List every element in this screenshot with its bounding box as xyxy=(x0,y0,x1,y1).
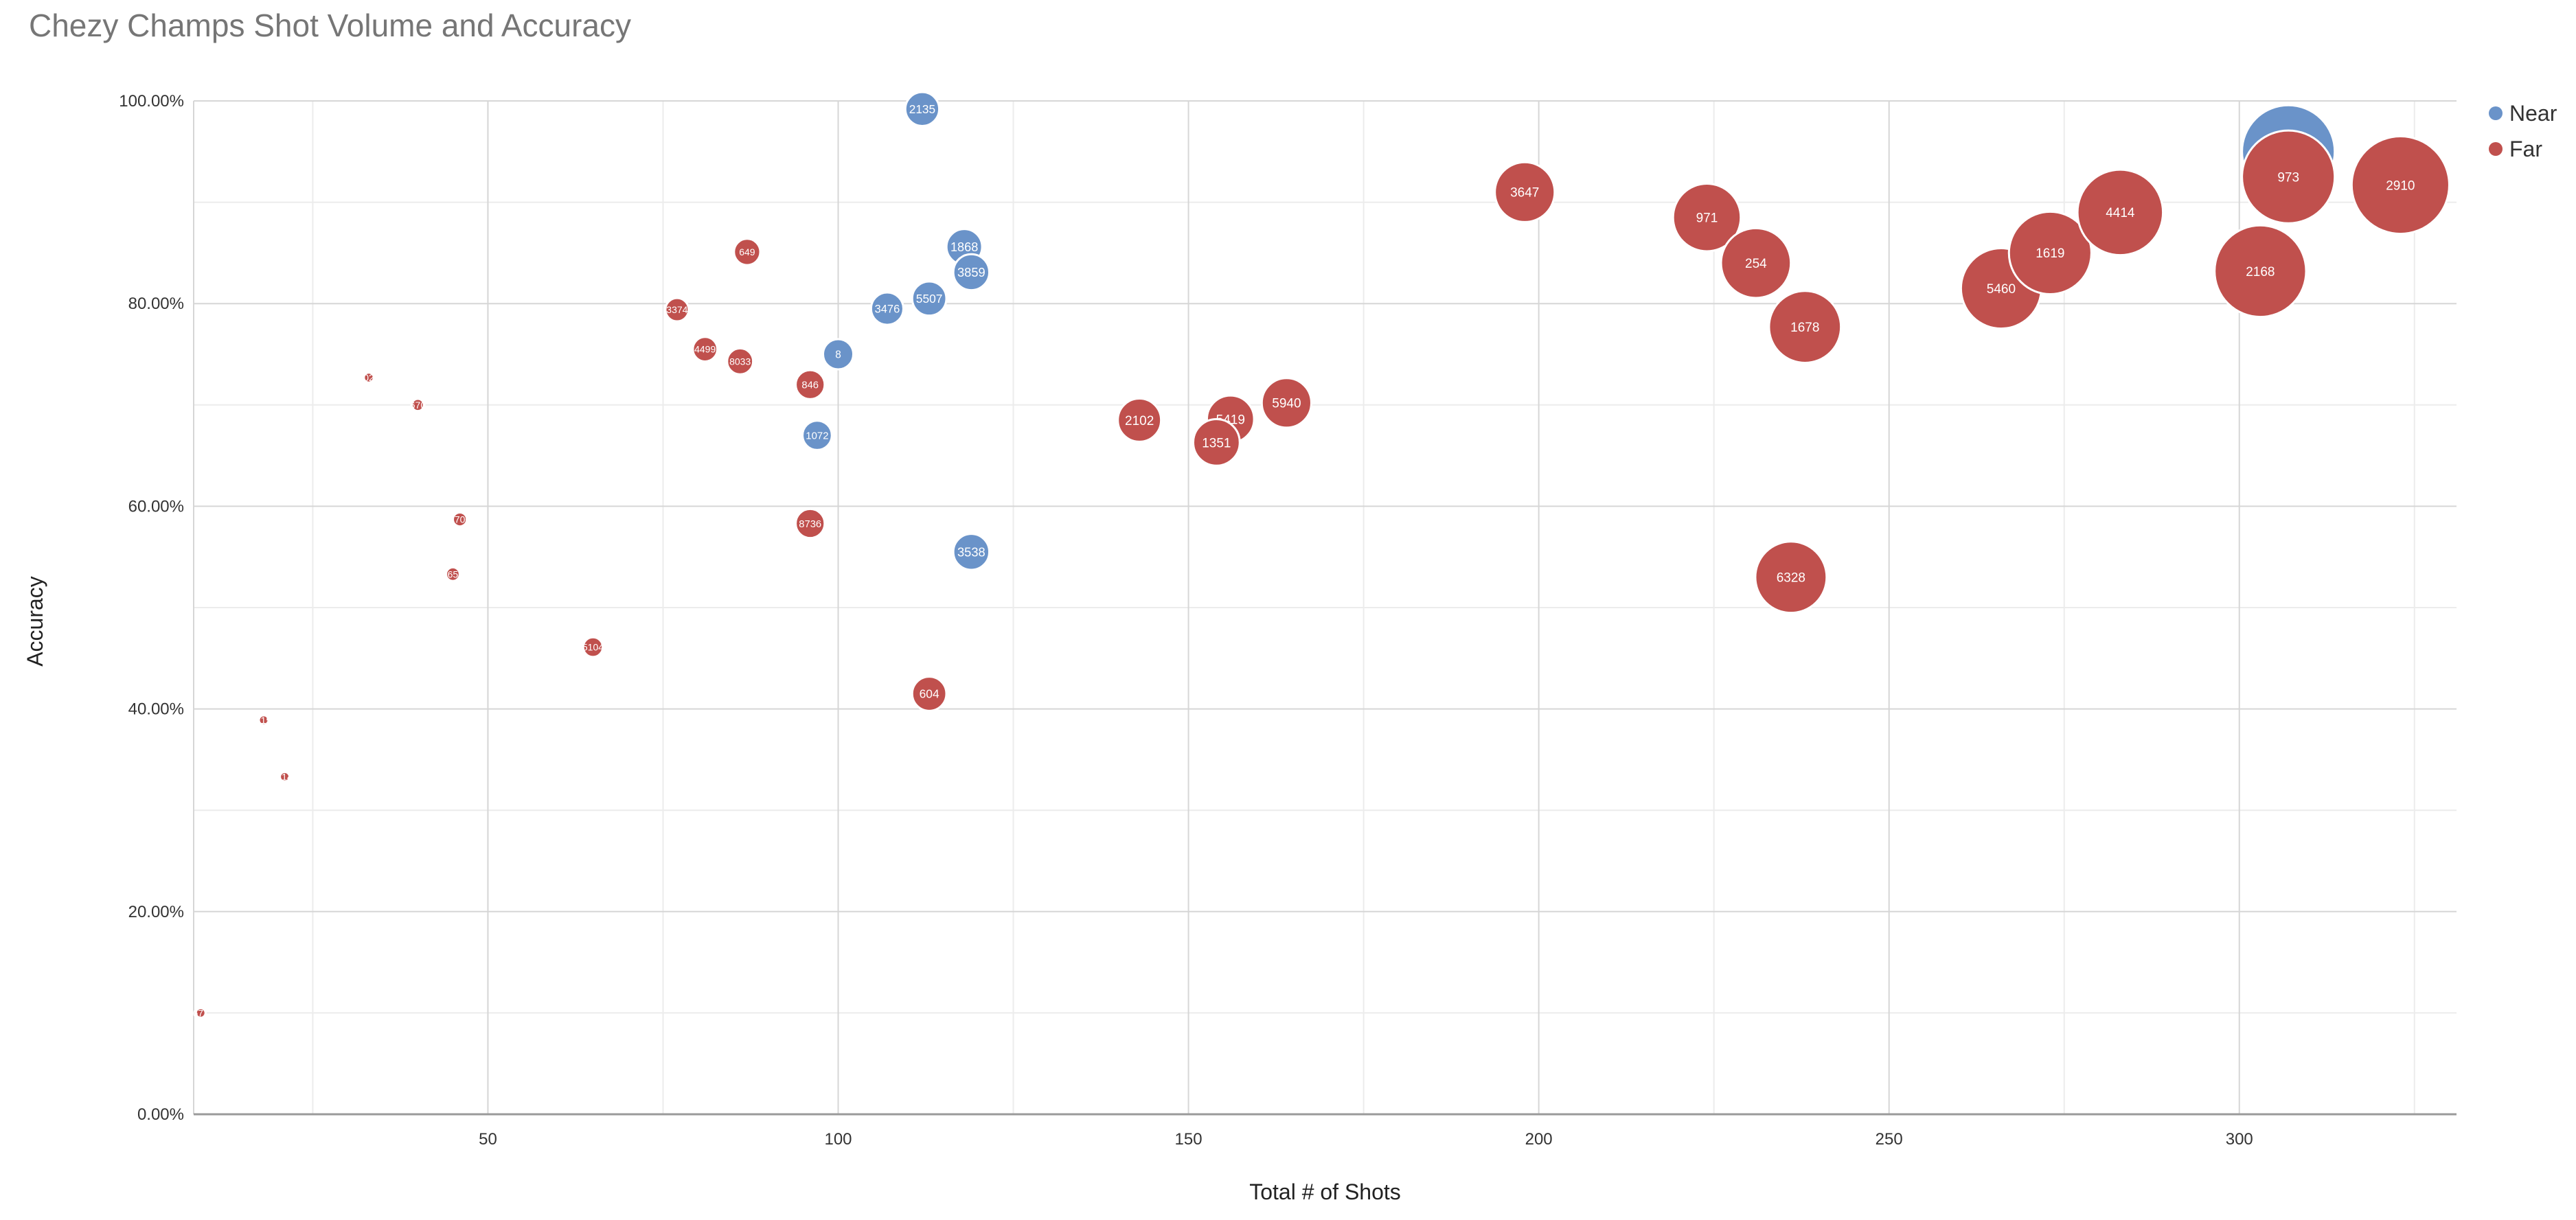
far-bubble xyxy=(664,297,690,323)
bubble-data-label: 254 xyxy=(1745,257,1767,271)
legend-label: Far xyxy=(2509,137,2542,161)
y-tick-label: 100.00% xyxy=(119,92,184,111)
bubble-data-label: 3647 xyxy=(1510,186,1539,200)
near-bubble xyxy=(952,533,991,571)
far-bubble xyxy=(258,714,270,726)
bubble-data-label: 5507 xyxy=(916,292,943,306)
x-tick-label: 150 xyxy=(1175,1130,1202,1149)
far-bubble xyxy=(2076,168,2165,257)
far-bubble xyxy=(692,336,719,362)
far-bubble xyxy=(411,398,425,413)
x-tick-label: 200 xyxy=(1525,1130,1553,1149)
bubble-data-label: 2135 xyxy=(909,102,935,116)
far-bubble xyxy=(1117,397,1163,443)
far-bubble xyxy=(726,347,755,376)
bubble-data-label: 2910 xyxy=(2386,179,2415,193)
y-tick-label: 80.00% xyxy=(128,295,184,313)
bubble-data-label: 2659 xyxy=(442,568,464,579)
axes: 0.00% 20.00% 40.00% 60.00% 80.00% 100.00% 50 10… xyxy=(119,92,2457,1149)
legend-label: Near xyxy=(2509,101,2557,126)
grid-lines xyxy=(193,100,2457,1115)
bubble-data-label: 1351 xyxy=(1202,436,1231,450)
bubble-data-label: 5940 xyxy=(1272,397,1301,411)
near-bubble xyxy=(904,91,941,127)
bubble-data-label: 1678 xyxy=(1790,321,1819,335)
legend-marker xyxy=(2489,106,2503,120)
bubble-data-label: 5104 xyxy=(582,642,604,653)
bubbles: 2135186838593476550781072353816906493374… xyxy=(193,91,2450,1019)
bubble-data-label: 8 xyxy=(835,349,841,361)
legend: Near Far xyxy=(2489,101,2557,161)
y-tick-label: 60.00% xyxy=(128,497,184,516)
far-bubble xyxy=(1768,290,1843,365)
x-tick-label: 250 xyxy=(1876,1130,1903,1149)
bubble-data-label: 846 xyxy=(801,380,819,391)
x-tick-label: 300 xyxy=(2226,1130,2253,1149)
bubble-data-label: 2168 xyxy=(2246,265,2275,279)
bubble-data-label: 4414 xyxy=(2106,206,2135,220)
bubble-data-label: 1700 xyxy=(449,514,470,525)
legend-marker xyxy=(2489,142,2503,156)
bubble-data-label: 971 xyxy=(1696,211,1718,226)
bubble-data-label: 670 xyxy=(410,400,426,411)
x-tick-label: 100 xyxy=(824,1130,852,1149)
far-bubble xyxy=(1672,182,1742,253)
far-bubble xyxy=(733,238,762,266)
x-tick-label: 50 xyxy=(479,1130,497,1149)
bubble-data-label: 604 xyxy=(920,687,939,701)
y-tick-label: 40.00% xyxy=(128,700,184,719)
far-bubble xyxy=(795,507,826,540)
far-bubble xyxy=(2213,224,2307,319)
x-axis-title: Total # of Shots xyxy=(1249,1179,1401,1204)
far-bubble xyxy=(445,566,461,582)
bubble-data-label: 8033 xyxy=(729,356,751,367)
bubble-data-label: 8736 xyxy=(799,519,821,530)
far-bubble xyxy=(452,511,468,528)
far-bubble xyxy=(2241,129,2336,225)
bubble-data-label: 3859 xyxy=(957,265,985,279)
near-bubble xyxy=(952,253,991,292)
far-bubble xyxy=(279,770,291,783)
far-bubble xyxy=(911,676,948,712)
far-bubble xyxy=(1494,161,1556,223)
near-bubble xyxy=(911,280,948,317)
bubble-data-label: 2102 xyxy=(1125,414,1154,428)
bubble-data-label: 114 xyxy=(277,772,293,783)
near-bubble xyxy=(869,291,904,326)
far-bubble xyxy=(1754,540,1828,614)
near-bubble xyxy=(822,338,855,371)
bubble-data-label: 6328 xyxy=(1777,571,1805,586)
bubble-data-label: 5460 xyxy=(1987,282,2016,297)
far-bubble xyxy=(582,636,604,658)
y-tick-label: 0.00% xyxy=(137,1105,184,1124)
far-bubble xyxy=(363,371,375,384)
bubble-data-label: 671 xyxy=(193,1007,209,1018)
far-bubble xyxy=(1260,377,1312,429)
bubble-data-label: 3374 xyxy=(666,304,687,315)
chart-title: Chezy Champs Shot Volume and Accuracy xyxy=(29,8,632,43)
bubble-data-label: 649 xyxy=(739,246,755,257)
bubble-data-label: 1868 xyxy=(950,240,978,254)
y-axis-title: Accuracy xyxy=(23,576,47,667)
bubble-data-label: 115 xyxy=(256,715,272,726)
near-bubble xyxy=(801,419,833,451)
bubble-data-label: 1072 xyxy=(806,430,828,441)
bubble-data-label: 4499 xyxy=(694,344,716,355)
bubble-data-label: 5026 xyxy=(358,372,379,383)
far-bubble xyxy=(1192,418,1241,467)
bubble-data-label: 973 xyxy=(2277,171,2299,185)
far-bubble xyxy=(795,369,826,400)
far-bubble xyxy=(194,1006,207,1019)
bubble-data-label: 3538 xyxy=(957,544,985,559)
y-tick-label: 20.00% xyxy=(128,903,184,921)
bubble-data-label: 3476 xyxy=(875,303,900,316)
far-bubble xyxy=(2350,135,2450,235)
far-bubble xyxy=(2007,210,2093,295)
bubble-data-label: 1619 xyxy=(2036,246,2064,261)
far-bubble xyxy=(1720,227,1792,299)
